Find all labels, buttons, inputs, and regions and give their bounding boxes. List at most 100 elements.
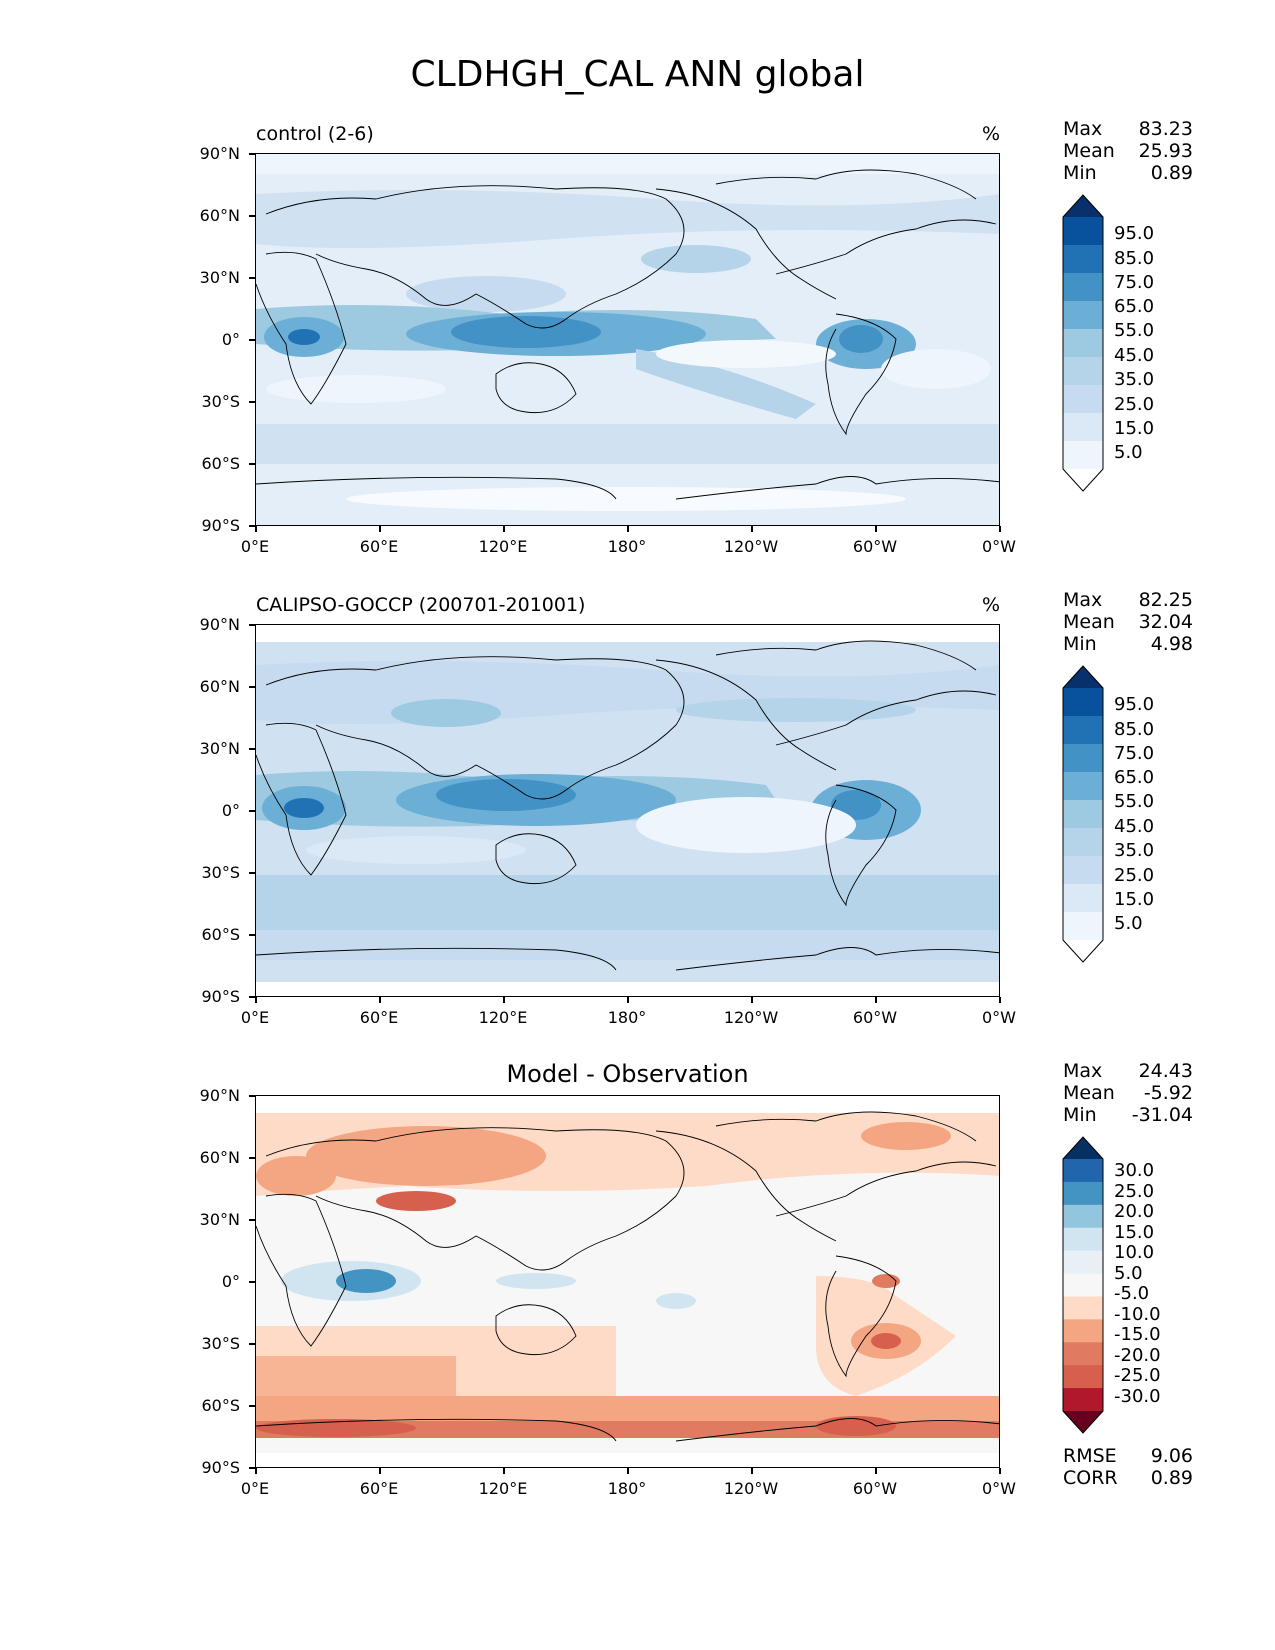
lat-tick <box>249 624 255 626</box>
lon-label-0e: 0°E <box>240 537 270 556</box>
lon-tick <box>379 526 381 532</box>
colorbar-label: 15.0 <box>1114 1222 1155 1243</box>
lat-label-90s: 90°S <box>201 516 240 535</box>
colorbar-label: 95.0 <box>1114 223 1155 244</box>
colorbar-label: 5.0 <box>1114 913 1143 934</box>
colorbar-label: 85.0 <box>1114 719 1155 740</box>
lon-label-0w: 0°W <box>982 1479 1016 1498</box>
colorbar-label: 75.0 <box>1114 272 1155 293</box>
lon-tick <box>255 526 257 532</box>
lon-label-60w: 60°W <box>852 1479 898 1498</box>
map-observation-svg <box>256 625 999 996</box>
lon-tick <box>751 1468 753 1474</box>
lon-tick <box>751 526 753 532</box>
stat-max: Max 82.25 <box>1063 589 1193 611</box>
colorbar-label: -30.0 <box>1114 1386 1161 1407</box>
colorbar-label: -5.0 <box>1114 1283 1150 1304</box>
colorbar <box>1062 665 1104 963</box>
colorbar <box>1062 194 1104 492</box>
colorbar-segment <box>1063 1296 1103 1320</box>
lon-tick <box>503 526 505 532</box>
lat-label-60s: 60°S <box>201 925 240 944</box>
map-difference-svg <box>256 1096 999 1467</box>
colorbar-segment <box>1063 1227 1103 1252</box>
lon-label-120w: 120°W <box>723 1008 779 1027</box>
colorbar-segment <box>1063 744 1103 773</box>
colorbar-label: 5.0 <box>1114 1263 1143 1284</box>
colorbar-outline <box>1062 194 1104 492</box>
colorbar-label: 35.0 <box>1114 369 1155 390</box>
lon-label-120w: 120°W <box>723 1479 779 1498</box>
lon-tick <box>875 1468 877 1474</box>
colorbar-segment <box>1063 828 1103 857</box>
stats-block: Max 83.23 Mean 25.93 Min 0.89 <box>1063 118 1193 184</box>
map-control-svg <box>256 154 999 525</box>
stat-min: Min 4.98 <box>1063 633 1193 655</box>
colorbar-label: 15.0 <box>1114 889 1155 910</box>
colorbar-segment <box>1063 1181 1103 1206</box>
lon-tick <box>875 526 877 532</box>
stats-block: Max 82.25 Mean 32.04 Min 4.98 <box>1063 589 1193 655</box>
lat-label-90s: 90°S <box>201 987 240 1006</box>
colorbar-label: -15.0 <box>1114 1324 1161 1345</box>
colorbar-segment <box>1063 1273 1103 1297</box>
panel-observation: CALIPSO-GOCCP (200701-201001) % <box>0 0 1275 1027</box>
colorbar-segment <box>1063 329 1103 358</box>
lon-tick <box>379 1468 381 1474</box>
colorbar-label: 30.0 <box>1114 1160 1155 1181</box>
colorbar-label: -10.0 <box>1114 1304 1161 1325</box>
lat-tick <box>249 1219 255 1221</box>
lat-label-30s: 30°S <box>201 863 240 882</box>
lat-label-90n: 90°N <box>199 144 240 163</box>
colorbar-label: 10.0 <box>1114 1242 1155 1263</box>
colorbar-label: 25.0 <box>1114 1181 1155 1202</box>
lat-tick <box>249 934 255 936</box>
lat-tick <box>249 1467 255 1469</box>
lat-tick <box>249 525 255 527</box>
colorbar-label: 45.0 <box>1114 816 1155 837</box>
lon-label-60w: 60°W <box>852 1008 898 1027</box>
lon-tick <box>255 997 257 1003</box>
colorbar-segment <box>1063 273 1103 302</box>
lon-tick <box>999 526 1001 532</box>
colorbar-segment <box>1063 688 1103 717</box>
lat-tick <box>249 1095 255 1097</box>
colorbar-label: 55.0 <box>1114 791 1155 812</box>
stat-rmse: RMSE 9.06 <box>1063 1445 1193 1467</box>
colorbar-segment <box>1063 357 1103 386</box>
colorbar-label: 85.0 <box>1114 248 1155 269</box>
panel-left-title: CALIPSO-GOCCP (200701-201001) <box>256 594 586 616</box>
lat-label-30n: 30°N <box>199 1210 240 1229</box>
colorbar-label: 20.0 <box>1114 1201 1155 1222</box>
lon-tick <box>503 1468 505 1474</box>
colorbar-extend-top <box>1063 666 1103 688</box>
lat-tick <box>249 996 255 998</box>
panel-units: % <box>982 594 1001 616</box>
colorbar-label: 65.0 <box>1114 296 1155 317</box>
colorbar-label: -25.0 <box>1114 1365 1161 1386</box>
lon-tick <box>875 997 877 1003</box>
colorbar <box>1062 1136 1104 1434</box>
stat-min: Min -31.04 <box>1063 1104 1193 1126</box>
colorbar-segment <box>1063 1250 1103 1275</box>
lat-label-0: 0° <box>221 330 240 349</box>
lat-label-90s: 90°S <box>201 1458 240 1477</box>
colorbar-segment <box>1063 1204 1103 1229</box>
lat-tick <box>249 1343 255 1345</box>
lat-tick <box>249 401 255 403</box>
colorbar-label: 45.0 <box>1114 345 1155 366</box>
colorbar-label: 95.0 <box>1114 694 1155 715</box>
lon-label-120w: 120°W <box>723 537 779 556</box>
colorbar-label: 35.0 <box>1114 840 1155 861</box>
stat-corr: CORR 0.89 <box>1063 1467 1193 1489</box>
lon-tick <box>627 1468 629 1474</box>
colorbar-extend-bottom <box>1063 469 1103 491</box>
lat-tick <box>249 1281 255 1283</box>
colorbar-segment <box>1063 1159 1103 1183</box>
lon-label-0w: 0°W <box>982 1008 1016 1027</box>
lat-label-30s: 30°S <box>201 392 240 411</box>
lat-tick <box>249 339 255 341</box>
colorbar-segment <box>1063 1388 1103 1412</box>
lon-label-0e: 0°E <box>240 1479 270 1498</box>
colorbar-segment <box>1063 1365 1103 1389</box>
